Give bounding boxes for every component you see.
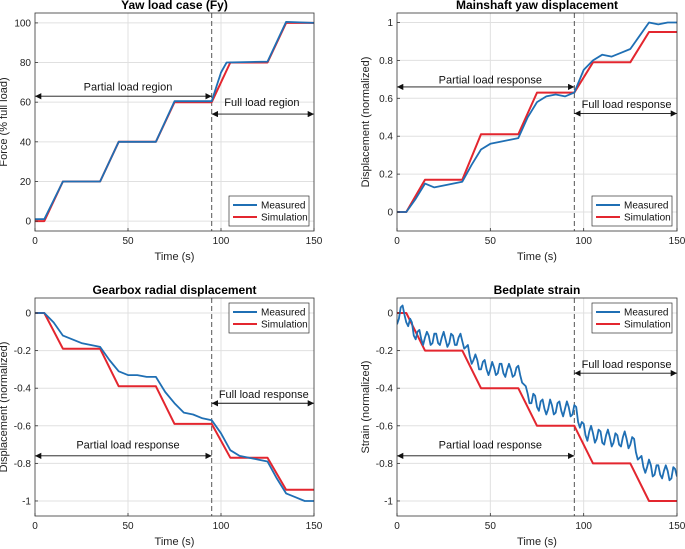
chart-3: Full load response Partial load response 0… (0, 283, 323, 548)
chart-1-title: Yaw load case (Fy) (121, 0, 228, 12)
chart-2-series-measured (397, 21, 677, 213)
chart-2-xlabel: Time (s) (517, 251, 557, 263)
chart-4-series-simulation (397, 312, 677, 502)
chart-4-xtick-label-2: 100 (575, 521, 592, 532)
chart-2-ylabel: Displacement (normalized) (360, 57, 372, 188)
chart-1-xtick-label-2: 100 (213, 236, 230, 247)
chart-1-ytick-label-3: 60 (20, 98, 32, 109)
chart-2-ytick-label-3: 0.6 (379, 94, 393, 105)
chart-1-ytick-label-5: 100 (14, 18, 31, 29)
chart-4-annotation-label-0: Full load response (582, 359, 672, 371)
chart-3-xtick-label-0: 0 (32, 521, 38, 532)
chart-2-ytick-label-0: 0 (387, 208, 393, 219)
chart-2-annotation-label-1: Full load response (582, 99, 672, 111)
chart-4-xlabel: Time (s) (517, 536, 557, 548)
chart-3-ytick-label-4: -0.8 (14, 459, 32, 470)
chart-1: Partial load region Full load region 0 50 10… (0, 0, 323, 263)
chart-3-xtick-label-2: 100 (213, 521, 230, 532)
chart-3-legend-label-0: Measured (261, 308, 305, 319)
chart-4-ytick-label-3: -0.6 (376, 421, 394, 432)
chart-3-xtick-label-1: 50 (122, 521, 134, 532)
chart-1-ytick-label-1: 20 (20, 177, 32, 188)
chart-3-ytick-label-1: -0.2 (14, 346, 32, 357)
chart-4-series-measured (397, 304, 677, 482)
chart-3-ytick-label-3: -0.6 (14, 421, 32, 432)
chart-1-series-measured (35, 20, 314, 221)
chart-3-title: Gearbox radial displacement (92, 283, 256, 297)
chart-1-annotation-label-1: Full load region (224, 97, 299, 109)
chart-4-ytick-label-2: -0.4 (376, 384, 394, 395)
chart-3-annotation-label-0: Full load response (219, 389, 309, 401)
chart-2-ytick-label-2: 0.4 (379, 132, 393, 143)
chart-3-ytick-label-0: 0 (25, 309, 31, 320)
chart-3-plot-area (35, 298, 314, 516)
chart-3-xlabel: Time (s) (155, 536, 195, 548)
chart-2-title: Mainshaft yaw displacement (456, 0, 618, 12)
chart-4-ytick-label-1: -0.2 (376, 346, 394, 357)
chart-4-annotation-label-1: Partial load response (439, 440, 542, 452)
chart-2-axes-box (396, 12, 678, 232)
chart-1-legend-label-1: Simulation (261, 213, 308, 224)
chart-3-series-measured (35, 312, 314, 502)
chart-1-ytick-label-2: 40 (20, 137, 32, 148)
chart-1-ytick-label-4: 80 (20, 58, 32, 69)
chart-1-ytick-label-0: 0 (25, 217, 31, 228)
chart-1-ylabel: Force (% full load) (0, 77, 10, 166)
chart-1-xtick-label-3: 150 (306, 236, 323, 247)
chart-2-xtick-label-0: 0 (394, 236, 400, 247)
chart-2-legend-label-0: Measured (624, 201, 668, 212)
chart-3-series-simulation (35, 312, 314, 491)
chart-2-series-simulation (397, 31, 677, 213)
chart-3-axes-box (34, 297, 315, 517)
chart-4-xtick-label-1: 50 (485, 521, 497, 532)
chart-4-ylabel: Strain (normalized) (360, 361, 372, 454)
chart-3-annotation-label-1: Partial load response (76, 440, 179, 452)
chart-3-legend-label-1: Simulation (261, 320, 308, 331)
chart-4: Full load response Partial load response 0… (360, 283, 685, 548)
chart-2-xtick-label-2: 100 (575, 236, 592, 247)
chart-1-xtick-label-1: 50 (122, 236, 134, 247)
chart-4-xtick-label-3: 150 (669, 521, 685, 532)
chart-2-annotation-label-0: Partial load response (439, 74, 542, 86)
chart-1-axes-box (34, 12, 315, 232)
chart-2-ytick-label-4: 0.8 (379, 56, 393, 67)
chart-2-xtick-label-1: 50 (485, 236, 497, 247)
chart-1-xtick-label-0: 0 (32, 236, 38, 247)
chart-4-legend-label-1: Simulation (624, 320, 671, 331)
chart-1-annotation-label-0: Partial load region (84, 81, 173, 93)
chart-4-ytick-label-5: -1 (384, 496, 393, 507)
chart-4-xtick-label-0: 0 (394, 521, 400, 532)
chart-3-ytick-label-5: -1 (22, 496, 31, 507)
chart-1-plot-area (35, 13, 314, 231)
chart-4-ytick-label-0: 0 (387, 309, 393, 320)
chart-1-xlabel: Time (s) (155, 251, 195, 263)
chart-3-xtick-label-3: 150 (306, 521, 323, 532)
chart-3-ytick-label-2: -0.4 (14, 384, 32, 395)
chart-2-xtick-label-3: 150 (669, 236, 685, 247)
chart-4-title: Bedplate strain (494, 283, 581, 297)
chart-2: Partial load response Full load response 0… (360, 0, 685, 263)
chart-4-legend-label-0: Measured (624, 308, 668, 319)
chart-1-legend-label-0: Measured (261, 201, 305, 212)
chart-4-axes-box (396, 297, 678, 517)
chart-4-ytick-label-4: -0.8 (376, 459, 394, 470)
chart-3-ylabel: Displacement (normalized) (0, 342, 10, 473)
chart-2-ytick-label-5: 1 (387, 18, 393, 29)
chart-2-ytick-label-1: 0.2 (379, 170, 393, 181)
chart-2-legend-label-1: Simulation (624, 213, 671, 224)
